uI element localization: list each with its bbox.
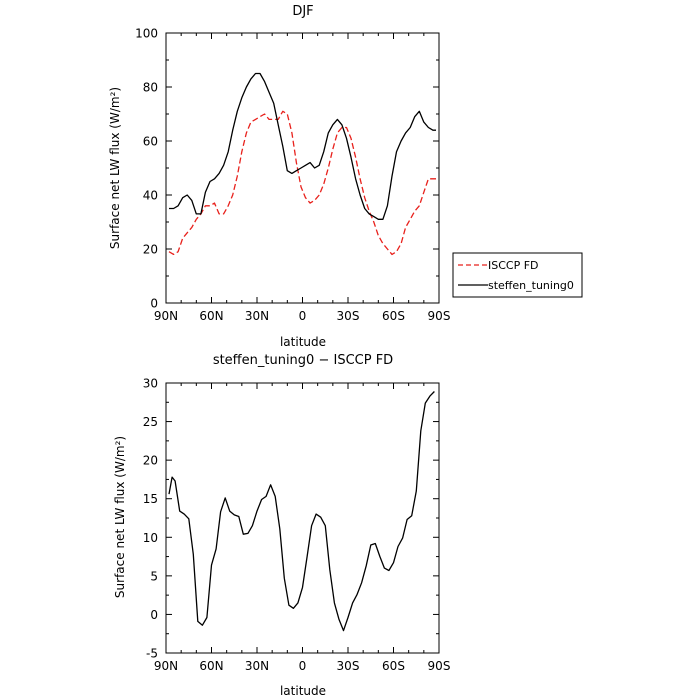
top-panel-x-tick-label: 30S <box>337 309 360 323</box>
top-panel: DJF Surface net LW flux (W/m²) latitude … <box>108 4 583 349</box>
top-panel-series-line-1 <box>169 72 436 220</box>
top-panel-y-axis-label: Surface net LW flux (W/m²) <box>108 87 122 249</box>
top-panel-x-tick-label: 30N <box>245 309 269 323</box>
bottom-panel-y-tick-label: 25 <box>143 415 158 429</box>
bottom-panel-y-axis-label: Surface net LW flux (W/m²) <box>113 436 127 598</box>
top-panel-y-tick-label: 60 <box>143 135 158 149</box>
top-panel-x-tick-label: 90N <box>154 309 178 323</box>
bottom-panel-x-tick-label: 0 <box>299 659 307 673</box>
legend-label-isccp: ISCCP FD <box>488 259 539 272</box>
bottom-panel-x-tick-label: 30N <box>245 659 269 673</box>
top-panel-x-axis-label: latitude <box>280 335 326 349</box>
bottom-panel-y-tick-label: 20 <box>143 454 158 468</box>
bottom-panel: steffen_tuning0 − ISCCP FD Surface net L… <box>113 353 450 698</box>
bottom-panel-y-tick-label: 15 <box>143 492 158 506</box>
bottom-panel-y-tick-label: 10 <box>143 531 158 545</box>
top-panel-y-tick-label: 20 <box>143 243 158 257</box>
bottom-panel-x-tick-label: 60S <box>382 659 405 673</box>
top-panel-x-tick-label: 60S <box>382 309 405 323</box>
bottom-panel-y-tick-label: 30 <box>143 377 158 391</box>
top-panel-x-tick-label: 60N <box>199 309 223 323</box>
bottom-panel-x-tick-label: 30S <box>337 659 360 673</box>
top-panel-plot-frame <box>165 32 440 304</box>
bottom-panel-title: steffen_tuning0 − ISCCP FD <box>213 353 393 368</box>
top-panel-legend: ISCCP FD steffen_tuning0 <box>452 252 583 298</box>
bottom-panel-y-tick-label: 5 <box>150 569 158 583</box>
top-panel-y-tick-label: 80 <box>143 81 158 95</box>
legend-label-steffen: steffen_tuning0 <box>488 279 574 292</box>
bottom-panel-series-line-0 <box>168 391 435 632</box>
top-panel-x-tick-label: 0 <box>299 309 307 323</box>
bottom-panel-x-tick-label: 60N <box>199 659 223 673</box>
bottom-panel-x-tick-label: 90S <box>428 659 451 673</box>
legend-box <box>452 252 583 298</box>
top-panel-y-tick-label: 0 <box>150 297 158 311</box>
top-panel-x-tick-label: 90S <box>428 309 451 323</box>
bottom-panel-y-tick-label: 0 <box>150 608 158 622</box>
bottom-panel-y-tick-label: -5 <box>146 647 158 661</box>
top-panel-title: DJF <box>292 4 313 19</box>
top-panel-y-tick-label: 100 <box>135 27 158 41</box>
bottom-panel-x-axis-label: latitude <box>280 684 326 698</box>
bottom-panel-x-tick-label: 90N <box>154 659 178 673</box>
top-panel-y-tick-label: 40 <box>143 189 158 203</box>
top-panel-series-line-0 <box>168 110 436 256</box>
